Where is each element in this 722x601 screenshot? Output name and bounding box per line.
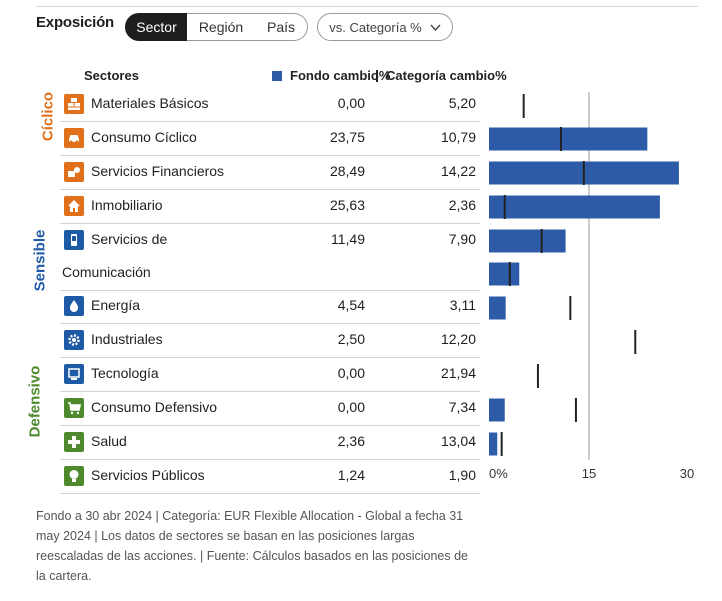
sector-bar-chart: 0% 15 30 xyxy=(489,92,694,481)
x-tick-label: 15 xyxy=(582,466,596,481)
category-value: 2,36 xyxy=(448,197,476,213)
fund-bar xyxy=(489,432,498,456)
health-cross-icon xyxy=(64,432,84,452)
sector-name: Industriales xyxy=(91,331,163,347)
category-value: 10,79 xyxy=(440,129,476,145)
tab-sector[interactable]: Sector xyxy=(125,13,188,41)
footnote: Fondo a 30 abr 2024 | Categoría: EUR Fle… xyxy=(36,509,468,583)
compare-label: vs. Categoría % xyxy=(329,19,422,35)
sector-name: Materiales Básicos xyxy=(91,95,209,111)
gear-icon xyxy=(64,330,84,350)
materials-icon xyxy=(64,94,84,114)
bulb-icon xyxy=(64,466,84,486)
column-header-sectors: Sectores xyxy=(84,68,139,83)
table-row: Tecnología 0,00 21,94 xyxy=(60,358,480,392)
fund-value: 0,00 xyxy=(337,365,365,381)
table-row: Consumo Defensivo 0,00 7,34 xyxy=(60,392,480,426)
tab-pais[interactable]: País xyxy=(255,13,308,41)
group-label-ciclico: Cíclico xyxy=(39,91,57,142)
cart-icon xyxy=(64,398,84,418)
fund-value: 25,63 xyxy=(329,197,365,213)
category-value: 3,11 xyxy=(449,297,476,313)
fund-value: 28,49 xyxy=(329,163,365,179)
sector-name: Consumo Cíclico xyxy=(91,129,197,145)
section-title: Exposición xyxy=(36,14,115,31)
table-row: Industriales 2,50 12,20 xyxy=(60,324,480,358)
fund-bar xyxy=(489,296,506,320)
table-row: Servicios Públicos 1,24 1,90 xyxy=(60,460,480,494)
computer-icon xyxy=(64,364,84,384)
sector-name: Inmobiliario xyxy=(91,197,163,213)
fund-legend-swatch xyxy=(272,71,282,81)
table-row: Energía 4,54 3,11 xyxy=(60,290,480,324)
table-row: Servicios de Comunicación 11,49 7,90 xyxy=(60,224,480,291)
fund-value: 2,36 xyxy=(337,433,365,449)
fund-bar xyxy=(489,262,520,286)
category-value: 12,20 xyxy=(440,331,476,347)
sector-name: Consumo Defensivo xyxy=(91,399,218,415)
phone-icon xyxy=(64,230,84,250)
fund-value: 1,24 xyxy=(337,467,365,483)
tab-region[interactable]: Región xyxy=(187,13,256,41)
fund-bar xyxy=(489,398,505,422)
category-value: 7,34 xyxy=(448,399,476,415)
group-label-sensible: Sensible xyxy=(31,229,49,292)
table-row: Materiales Básicos 0,00 5,20 xyxy=(60,88,480,122)
category-value: 21,94 xyxy=(440,365,476,381)
column-header-fund: Fondo cambio% xyxy=(272,68,390,83)
sector-name: Salud xyxy=(91,433,127,449)
compare-dropdown[interactable]: vs. Categoría % xyxy=(317,13,453,41)
top-divider xyxy=(36,6,698,7)
home-icon xyxy=(64,196,84,216)
sector-name-continued: Comunicación xyxy=(62,264,151,280)
category-value: 13,04 xyxy=(440,433,476,449)
fund-value: 4,54 xyxy=(337,297,365,313)
fund-bar xyxy=(489,229,566,253)
fund-value: 2,50 xyxy=(337,331,365,347)
fund-value: 0,00 xyxy=(337,95,365,111)
sector-name: Servicios Financieros xyxy=(91,163,225,179)
x-tick-label: 0% xyxy=(489,466,508,481)
category-value: 14,22 xyxy=(440,163,476,179)
table-row: Inmobiliario 25,63 2,36 xyxy=(60,190,480,224)
category-value: 5,20 xyxy=(448,95,476,111)
fund-bar xyxy=(489,195,660,219)
category-legend-label: Categoría cambio% xyxy=(386,68,507,83)
category-value: 7,90 xyxy=(448,231,476,247)
chevron-down-icon xyxy=(430,20,441,35)
car-icon xyxy=(64,128,84,148)
category-value: 1,90 xyxy=(448,467,476,483)
category-legend-marker xyxy=(376,70,378,82)
sector-name: Servicios Públicos xyxy=(91,467,205,483)
fund-value: 11,49 xyxy=(331,231,365,247)
x-tick-label: 30 xyxy=(680,466,694,481)
sector-name: Servicios de xyxy=(91,231,168,247)
fund-bar xyxy=(489,127,648,151)
fund-legend-label: Fondo cambio% xyxy=(290,68,391,83)
table-row: Servicios Financieros 28,49 14,22 xyxy=(60,156,480,190)
sector-name: Energía xyxy=(91,297,141,313)
flame-icon xyxy=(64,296,84,316)
fund-value: 23,75 xyxy=(329,129,365,145)
table-row: Consumo Cíclico 23,75 10,79 xyxy=(60,122,480,156)
column-header-category: Categoría cambio% xyxy=(376,68,507,83)
sector-name: Tecnología xyxy=(91,365,159,381)
fund-value: 0,00 xyxy=(337,399,365,415)
financial-icon xyxy=(64,162,84,182)
group-label-defensivo: Defensivo xyxy=(26,365,44,438)
table-row: Salud 2,36 13,04 xyxy=(60,426,480,460)
